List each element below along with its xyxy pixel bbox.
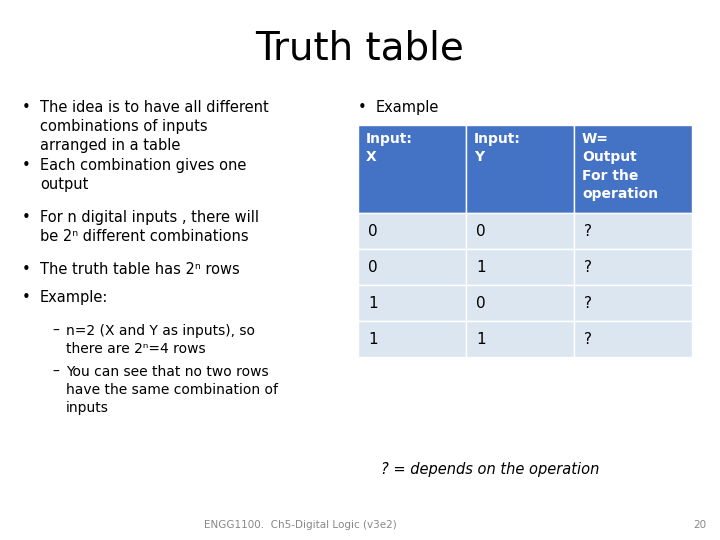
Bar [574, 249, 692, 285]
Text: The truth table has 2ⁿ rows: The truth table has 2ⁿ rows [40, 262, 240, 277]
Text: ENGG1100.  Ch5-Digital Logic (v3e2): ENGG1100. Ch5-Digital Logic (v3e2) [204, 520, 397, 530]
Text: 1: 1 [368, 332, 377, 347]
Text: n=2 (X and Y as inputs), so
there are 2ⁿ=4 rows: n=2 (X and Y as inputs), so there are 2ⁿ… [66, 324, 255, 356]
Text: 0: 0 [476, 295, 485, 310]
Text: ?: ? [584, 332, 592, 347]
Text: 0: 0 [476, 224, 485, 239]
Text: Example: Example [376, 100, 439, 115]
Text: 0: 0 [368, 260, 377, 274]
Bar [466, 249, 574, 285]
Bar [574, 125, 692, 213]
Text: •: • [22, 210, 31, 225]
Text: ?: ? [584, 260, 592, 274]
Bar [466, 125, 574, 213]
Text: For n digital inputs , there will
be 2ⁿ different combinations: For n digital inputs , there will be 2ⁿ … [40, 210, 259, 244]
Bar [574, 285, 692, 321]
Text: –: – [52, 324, 59, 338]
Text: 20: 20 [693, 520, 706, 530]
Text: Example:: Example: [40, 290, 109, 305]
Bar [466, 321, 574, 357]
Bar [358, 285, 466, 321]
Text: 1: 1 [368, 295, 377, 310]
Bar [358, 249, 466, 285]
Text: Input:
Y: Input: Y [474, 132, 521, 164]
Text: Each combination gives one
output: Each combination gives one output [40, 158, 246, 192]
Text: You can see that no two rows
have the same combination of
inputs: You can see that no two rows have the sa… [66, 365, 278, 415]
Text: Input:
X: Input: X [366, 132, 413, 164]
Text: W=
Output
For the
operation: W= Output For the operation [582, 132, 658, 201]
Bar [466, 213, 574, 249]
Text: 1: 1 [476, 332, 485, 347]
Bar [466, 285, 574, 321]
Text: •: • [22, 290, 31, 305]
Bar [358, 125, 466, 213]
Text: •: • [22, 100, 31, 115]
Text: The idea is to have all different
combinations of inputs
arranged in a table: The idea is to have all different combin… [40, 100, 269, 153]
Text: ?: ? [584, 295, 592, 310]
Text: 1: 1 [476, 260, 485, 274]
Text: ? = depends on the operation: ? = depends on the operation [381, 462, 599, 477]
Text: •: • [358, 100, 366, 115]
Bar [358, 321, 466, 357]
Bar [574, 321, 692, 357]
Text: Truth table: Truth table [256, 30, 464, 68]
Text: •: • [22, 262, 31, 277]
Text: –: – [52, 365, 59, 379]
Text: •: • [22, 158, 31, 173]
Bar [358, 213, 466, 249]
Text: 0: 0 [368, 224, 377, 239]
Bar [574, 213, 692, 249]
Text: ?: ? [584, 224, 592, 239]
